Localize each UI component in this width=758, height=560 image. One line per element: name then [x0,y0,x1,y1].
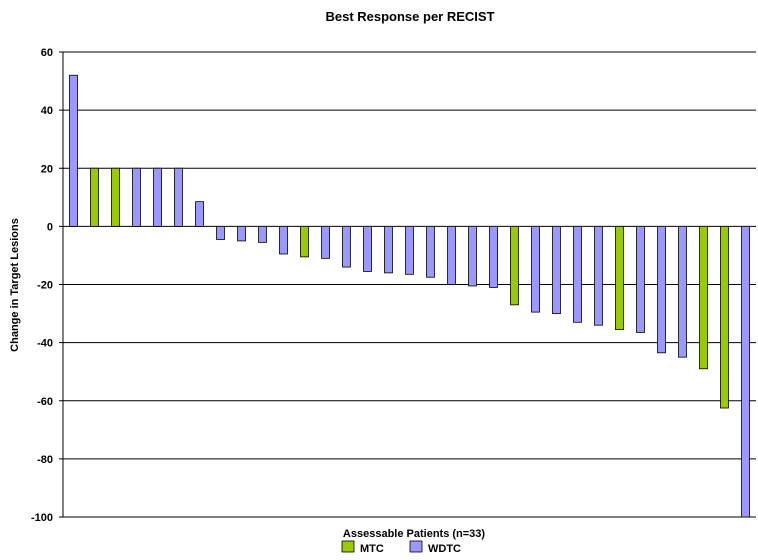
bar-mtc-patient-31 [699,225,708,370]
y-tick-label: 20 [41,163,53,175]
bar-wdtc-patient-19 [447,225,456,285]
y-axis-label: Change in Target Lesions [9,218,21,352]
x-axis-label: Assessable Patients (n=33) [343,528,485,540]
legend-label-wdtc: WDTC [428,543,461,555]
bar-wdtc-patient-1 [69,74,78,227]
y-tick-label: -20 [37,280,53,292]
bar-wdtc-patient-8 [216,225,225,240]
y-tick-label: -80 [37,454,53,466]
bar-wdtc-patient-4 [132,167,141,227]
bar-wdtc-patient-11 [279,225,288,255]
bar-mtc-patient-2 [90,167,99,227]
y-tick-label: 0 [47,221,53,233]
bar-mtc-patient-32 [720,225,729,409]
bar-mtc-patient-27 [615,225,624,330]
bar-mtc-patient-3 [111,167,120,227]
legend-swatch-wdtc [409,540,423,553]
bar-wdtc-patient-16 [384,225,393,274]
chart-title: Best Response per RECIST [325,9,494,24]
bar-wdtc-patient-17 [405,225,414,275]
bar-wdtc-patient-25 [573,225,582,323]
y-tick-label: -60 [37,396,53,408]
bars [69,74,750,518]
bar-wdtc-patient-15 [363,225,372,272]
legend: MTC WDTC [341,540,461,555]
bar-wdtc-patient-23 [531,225,540,313]
bar-wdtc-patient-28 [636,225,645,333]
y-tick-label: 40 [41,105,53,117]
bar-wdtc-patient-18 [426,225,435,278]
y-tick-label: -100 [31,512,53,524]
bar-wdtc-patient-30 [678,225,687,358]
bar-wdtc-patient-7 [195,201,204,227]
bar-wdtc-patient-13 [321,225,330,259]
bar-mtc-patient-22 [510,225,519,306]
legend-label-mtc: MTC [360,543,384,555]
y-tick-label: 60 [41,47,53,59]
bar-mtc-patient-12 [300,225,309,258]
bar-wdtc-patient-26 [594,225,603,326]
bar-wdtc-patient-33 [741,225,750,518]
gridlines [63,51,756,518]
y-axis-ticks: 60 40 20 0 -20 -40 -60 -80 -100 [31,47,63,524]
bar-wdtc-patient-14 [342,225,351,268]
bar-wdtc-patient-20 [468,225,477,287]
bar-wdtc-patient-21 [489,225,498,288]
bar-wdtc-patient-29 [657,225,666,354]
bar-wdtc-patient-24 [552,225,561,314]
bar-wdtc-patient-5 [153,167,162,227]
legend-swatch-mtc [341,540,355,553]
bar-wdtc-patient-9 [237,225,246,242]
y-tick-label: -40 [37,338,53,350]
bar-wdtc-patient-10 [258,225,267,243]
bar-wdtc-patient-6 [174,167,183,227]
